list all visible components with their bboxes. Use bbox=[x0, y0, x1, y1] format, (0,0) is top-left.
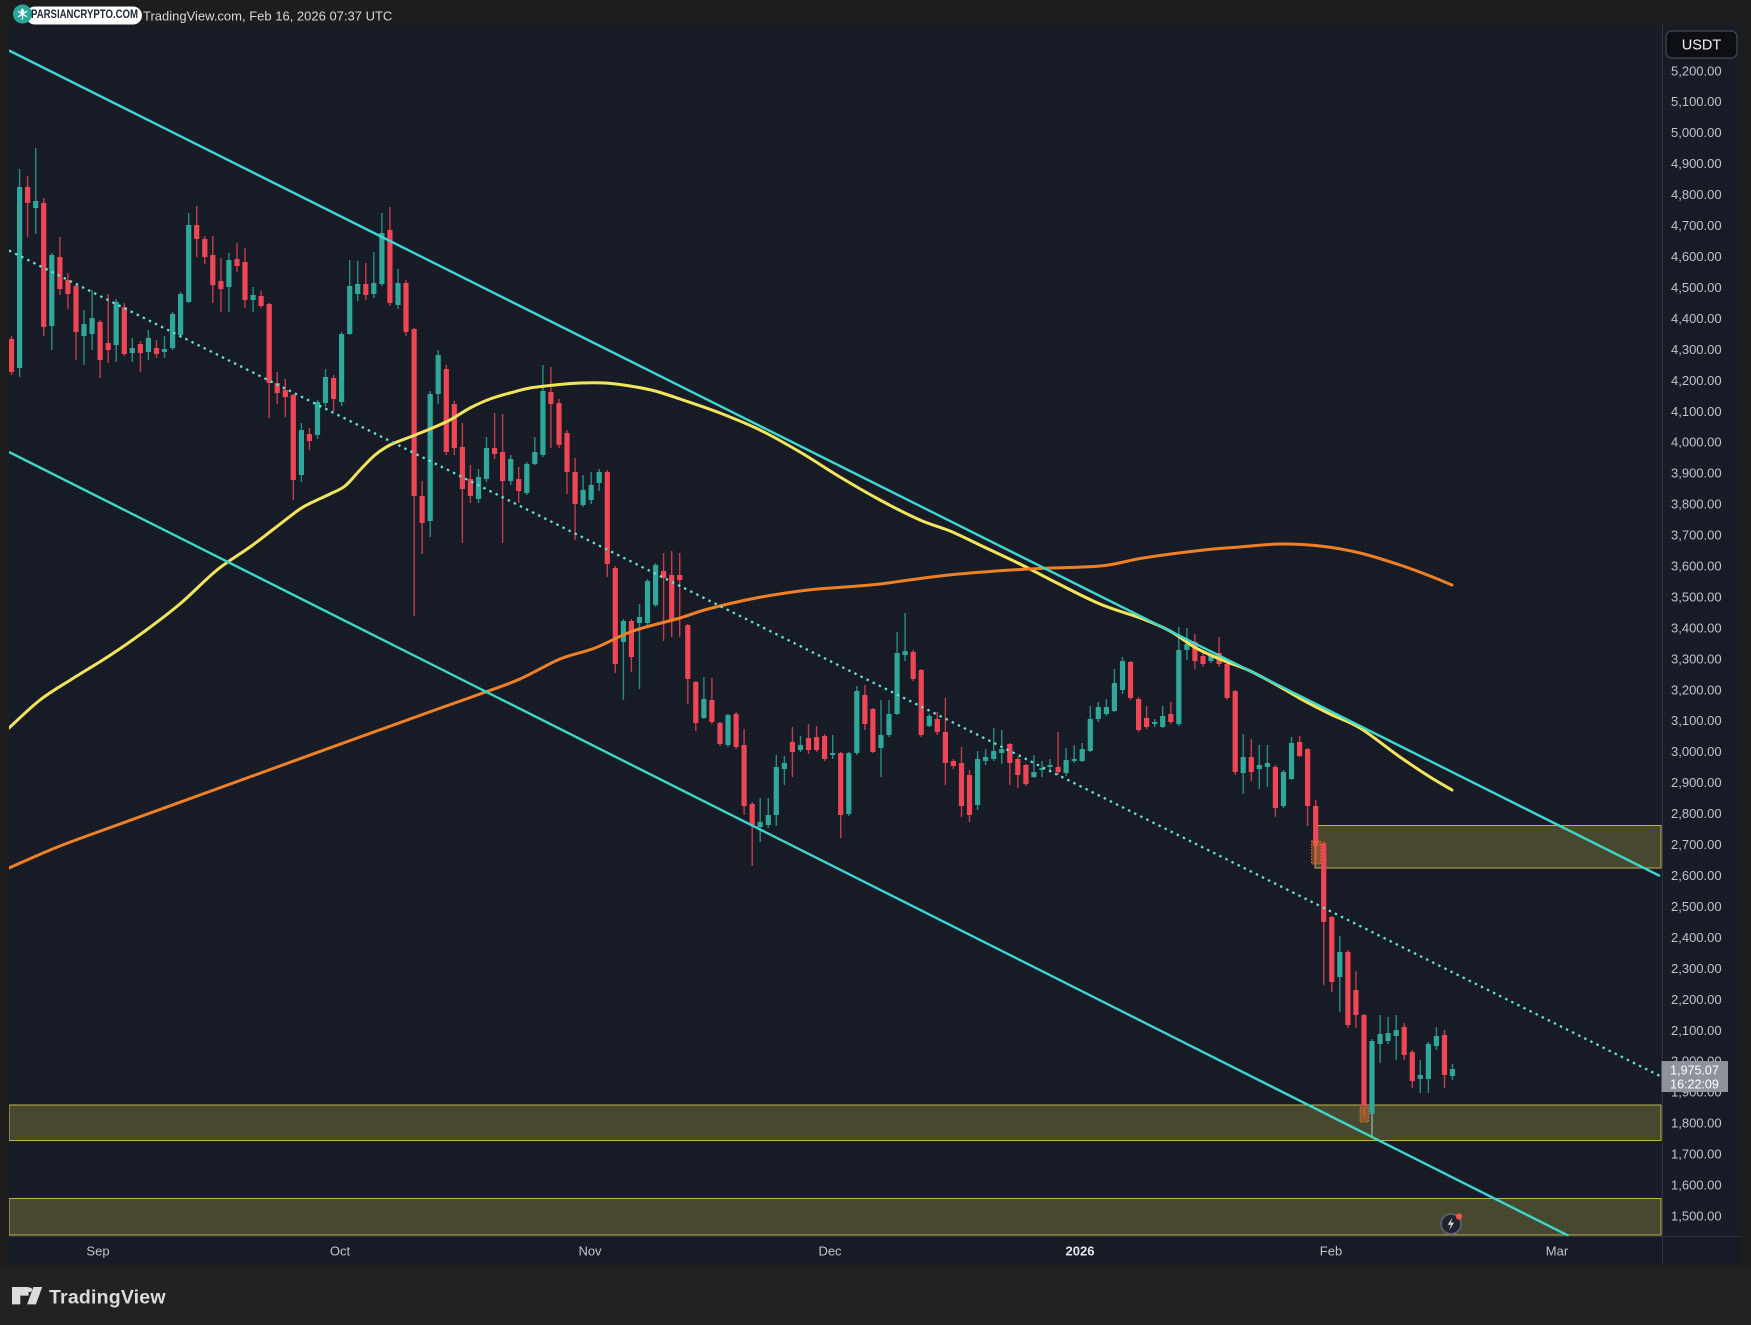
svg-text:4,700.00: 4,700.00 bbox=[1671, 218, 1722, 233]
svg-text:Dec: Dec bbox=[818, 1244, 842, 1259]
svg-text:3,400.00: 3,400.00 bbox=[1671, 620, 1722, 635]
svg-text:Feb: Feb bbox=[1320, 1244, 1342, 1259]
svg-text:1,800.00: 1,800.00 bbox=[1671, 1116, 1722, 1131]
svg-text:16:22:09: 16:22:09 bbox=[1670, 1078, 1719, 1092]
svg-text:4,000.00: 4,000.00 bbox=[1671, 435, 1722, 450]
svg-text:PARSIANCRYPTO.COM: PARSIANCRYPTO.COM bbox=[31, 9, 138, 21]
svg-text:4,300.00: 4,300.00 bbox=[1671, 342, 1722, 357]
svg-text:3,500.00: 3,500.00 bbox=[1671, 589, 1722, 604]
svg-text:3,600.00: 3,600.00 bbox=[1671, 559, 1722, 574]
svg-text:3,100.00: 3,100.00 bbox=[1671, 713, 1722, 728]
svg-text:3,800.00: 3,800.00 bbox=[1671, 497, 1722, 512]
svg-text:4,100.00: 4,100.00 bbox=[1671, 404, 1722, 419]
svg-text:1,500.00: 1,500.00 bbox=[1671, 1209, 1722, 1224]
svg-text:1,700.00: 1,700.00 bbox=[1671, 1147, 1722, 1162]
svg-text:3,200.00: 3,200.00 bbox=[1671, 682, 1722, 697]
svg-text:4,400.00: 4,400.00 bbox=[1671, 311, 1722, 326]
svg-text:2,100.00: 2,100.00 bbox=[1671, 1023, 1722, 1038]
svg-text:TradingView.com, Feb 16, 2026: TradingView.com, Feb 16, 2026 07:37 UTC bbox=[143, 9, 392, 24]
svg-text:2,500.00: 2,500.00 bbox=[1671, 899, 1722, 914]
svg-text:5,100.00: 5,100.00 bbox=[1671, 94, 1722, 109]
svg-text:TradingView: TradingView bbox=[49, 1287, 166, 1309]
svg-text:5,200.00: 5,200.00 bbox=[1671, 63, 1722, 78]
svg-text:1,600.00: 1,600.00 bbox=[1671, 1178, 1722, 1193]
svg-text:4,500.00: 4,500.00 bbox=[1671, 280, 1722, 295]
svg-text:Sep: Sep bbox=[86, 1244, 109, 1259]
svg-text:3,300.00: 3,300.00 bbox=[1671, 651, 1722, 666]
svg-text:3,000.00: 3,000.00 bbox=[1671, 744, 1722, 759]
svg-text:2,600.00: 2,600.00 bbox=[1671, 868, 1722, 883]
svg-text:3,900.00: 3,900.00 bbox=[1671, 466, 1722, 481]
svg-text:USDT: USDT bbox=[1682, 38, 1722, 54]
svg-text:4,900.00: 4,900.00 bbox=[1671, 156, 1722, 171]
svg-text:Mar: Mar bbox=[1546, 1244, 1569, 1259]
svg-text:4,800.00: 4,800.00 bbox=[1671, 187, 1722, 202]
svg-text:Nov: Nov bbox=[578, 1244, 602, 1259]
svg-text:Oct: Oct bbox=[330, 1244, 351, 1259]
svg-text:2,300.00: 2,300.00 bbox=[1671, 961, 1722, 976]
svg-text:4,200.00: 4,200.00 bbox=[1671, 373, 1722, 388]
svg-text:2,700.00: 2,700.00 bbox=[1671, 837, 1722, 852]
svg-text:2,800.00: 2,800.00 bbox=[1671, 806, 1722, 821]
svg-text:3,700.00: 3,700.00 bbox=[1671, 528, 1722, 543]
svg-text:2,200.00: 2,200.00 bbox=[1671, 992, 1722, 1007]
svg-text:1,975.07: 1,975.07 bbox=[1670, 1064, 1719, 1078]
svg-text:5,000.00: 5,000.00 bbox=[1671, 125, 1722, 140]
svg-text:4,600.00: 4,600.00 bbox=[1671, 249, 1722, 264]
svg-text:2,900.00: 2,900.00 bbox=[1671, 775, 1722, 790]
svg-text:2,400.00: 2,400.00 bbox=[1671, 930, 1722, 945]
svg-text:2026: 2026 bbox=[1066, 1244, 1095, 1259]
